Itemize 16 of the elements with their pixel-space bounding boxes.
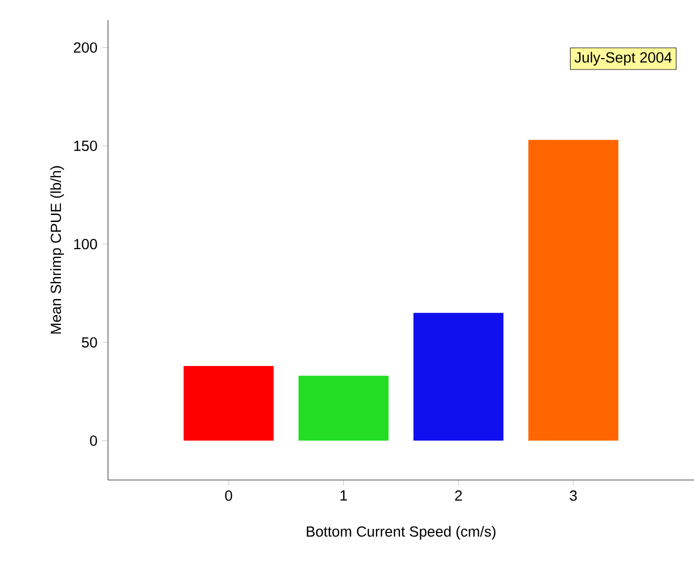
y-tick-label: 0 <box>90 436 98 446</box>
y-tick-label: 150 <box>74 140 98 152</box>
y-tick-label: 200 <box>74 42 98 53</box>
x-tick-label: 1 <box>340 490 347 500</box>
x-axis-title: Bottom Current Speed (cm/s) <box>306 526 496 540</box>
bar <box>298 376 389 441</box>
bar <box>413 312 504 441</box>
bar <box>528 140 618 441</box>
annotation: July-Sept 2004 <box>574 52 672 66</box>
bar <box>184 366 274 441</box>
y-tick-label: 50 <box>82 337 98 348</box>
y-axis-title: Mean Shrimp CPUE (lb/h) <box>50 166 64 334</box>
x-tick-label: 2 <box>455 490 462 501</box>
x-tick-label: 0 <box>225 490 232 501</box>
y-tick-label: 100 <box>74 238 98 250</box>
x-tick-label: 3 <box>570 490 577 501</box>
